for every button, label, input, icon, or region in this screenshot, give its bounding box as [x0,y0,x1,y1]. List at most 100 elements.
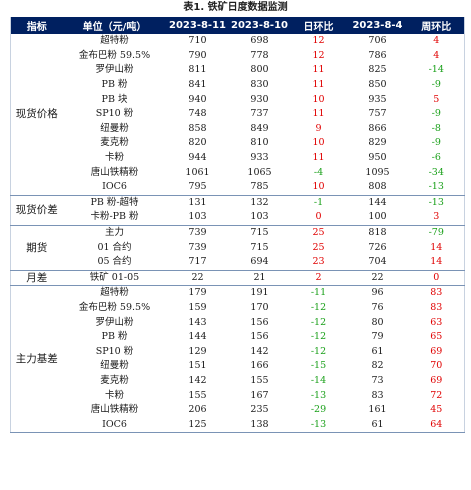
table-row: 唐山铁精粉 1061 1065 -4 1095 -34 [11,165,465,180]
section-1: 现货价格 超特粉 710 698 12 706 4 金布巴粉 59.5% 790 778 12 786… [11,34,465,195]
value-week-ago: 757 [368,108,387,120]
value-current: 22 [191,271,204,283]
section-4: 月差 铁矿 01-05 22 21 2 22 0 [10,270,465,286]
value-previous: 694 [250,256,269,268]
value-week-ago: 850 [368,79,387,91]
item-name: 纽曼粉 [100,360,129,372]
day-change: -12 [310,331,327,343]
table-row: PB 粉 144 156 -12 79 65 [11,330,465,345]
item-name: 01 合约 [97,241,132,253]
day-change: -12 [310,301,327,313]
item-name: 罗伊山粉 [95,316,134,328]
table-row: PB 块 940 930 10 935 5 [11,92,465,107]
week-change: 69 [430,345,443,357]
day-change: 0 [315,211,322,223]
table-row: 麦克粉 142 155 -14 73 69 [11,374,465,389]
week-change: -9 [431,137,441,149]
item-name: IOC6 [102,181,127,193]
table-header: 指标 单位（元/吨） 2023-8-11 2023-8-10 日环比 2023-… [10,17,465,34]
table-row: 纽曼粉 151 166 -15 82 70 [11,359,465,374]
value-previous: 800 [250,64,269,76]
header-day-change: 日环比 [290,17,347,34]
value-week-ago: 935 [368,93,387,105]
week-change: 4 [433,49,440,61]
group-label: 现货价差 [15,204,58,217]
value-week-ago: 786 [368,49,387,61]
value-current: 795 [188,181,207,193]
item-name: 05 合约 [97,256,132,268]
day-change: -1 [313,196,324,208]
group-label: 主力基差 [15,353,58,366]
value-current: 1061 [185,166,210,178]
value-week-ago: 22 [371,271,384,283]
value-week-ago: 61 [371,418,384,430]
week-change: -14 [428,64,444,76]
group-label: 月差 [26,271,48,284]
value-previous: 933 [250,152,269,164]
value-week-ago: 818 [368,227,387,239]
week-change: 70 [430,360,443,372]
table-row: 期货 主力 739 715 25 818 -79 [11,225,465,254]
value-previous: 167 [250,389,269,401]
week-change: -34 [428,166,444,178]
day-change: 11 [312,152,325,164]
day-change: -13 [310,389,327,401]
header-date-week-ago: 2023-8-4 [346,17,409,34]
week-change: -79 [428,227,444,239]
week-change: -6 [431,152,441,164]
table-row: 麦克粉 820 810 10 829 -9 [11,136,465,151]
day-change: -11 [310,287,327,299]
header-week-change: 周环比 [408,17,465,34]
table-row: 卡粉 944 933 11 950 -6 [11,151,465,166]
table-row: 卡粉-PB 粉 103 103 0 100 3 [11,210,465,225]
value-current: 940 [188,93,207,105]
value-current: 841 [188,79,207,91]
value-current: 206 [188,404,207,416]
day-change: -12 [310,345,327,357]
value-current: 125 [188,418,207,430]
value-week-ago: 706 [368,35,387,47]
value-current: 748 [188,108,207,120]
item-name: SP10 粉 [95,108,134,120]
value-current: 159 [188,301,207,313]
value-previous: 698 [250,35,269,47]
item-name: 超特粉 [100,35,129,47]
value-current: 179 [188,287,207,299]
week-change: -13 [428,196,444,208]
table-row: 金布巴粉 59.5% 159 170 -12 76 83 [11,301,465,316]
table-row: 卡粉 155 167 -13 83 72 [11,388,465,403]
week-change: 64 [430,418,443,430]
value-current: 717 [188,256,207,268]
week-change: 14 [430,256,443,268]
table-row: 金布巴粉 59.5% 790 778 12 786 4 [11,49,465,64]
value-previous: 156 [250,316,269,328]
section-3: 期货 主力 739 715 25 818 -79 01 合约 739 715 25 726 14 05 合… [10,225,465,270]
value-previous: 155 [250,374,269,386]
week-change: 4 [433,35,440,47]
table-row: IOC6 795 785 10 808 -13 [11,180,465,195]
value-previous: 810 [250,137,269,149]
value-week-ago: 82 [371,360,384,372]
header-date-current: 2023-8-11 [166,17,229,34]
value-week-ago: 73 [371,374,384,386]
item-name: PB 粉-超特 [90,196,139,208]
value-previous: 191 [250,287,269,299]
value-week-ago: 808 [368,181,387,193]
week-change: -8 [431,122,441,134]
item-name: PB 粉 [101,79,128,91]
week-change: 3 [433,211,440,223]
table-row: SP10 粉 129 142 -12 61 69 [11,344,465,359]
value-current: 103 [188,211,207,223]
item-name: 铁矿 01-05 [89,271,140,283]
week-change: -13 [428,181,444,193]
value-current: 858 [188,122,207,134]
day-change: 11 [312,79,325,91]
item-name: 卡粉-PB 粉 [90,211,139,223]
value-current: 155 [188,389,207,401]
value-previous: 1065 [247,166,272,178]
table-row: 月差 铁矿 01-05 22 21 2 22 0 [11,270,465,286]
table-row: 纽曼粉 858 849 9 866 -8 [11,122,465,137]
value-previous: 21 [253,271,266,283]
day-change: -29 [310,404,327,416]
table-row: 罗伊山粉 143 156 -12 80 63 [11,315,465,330]
